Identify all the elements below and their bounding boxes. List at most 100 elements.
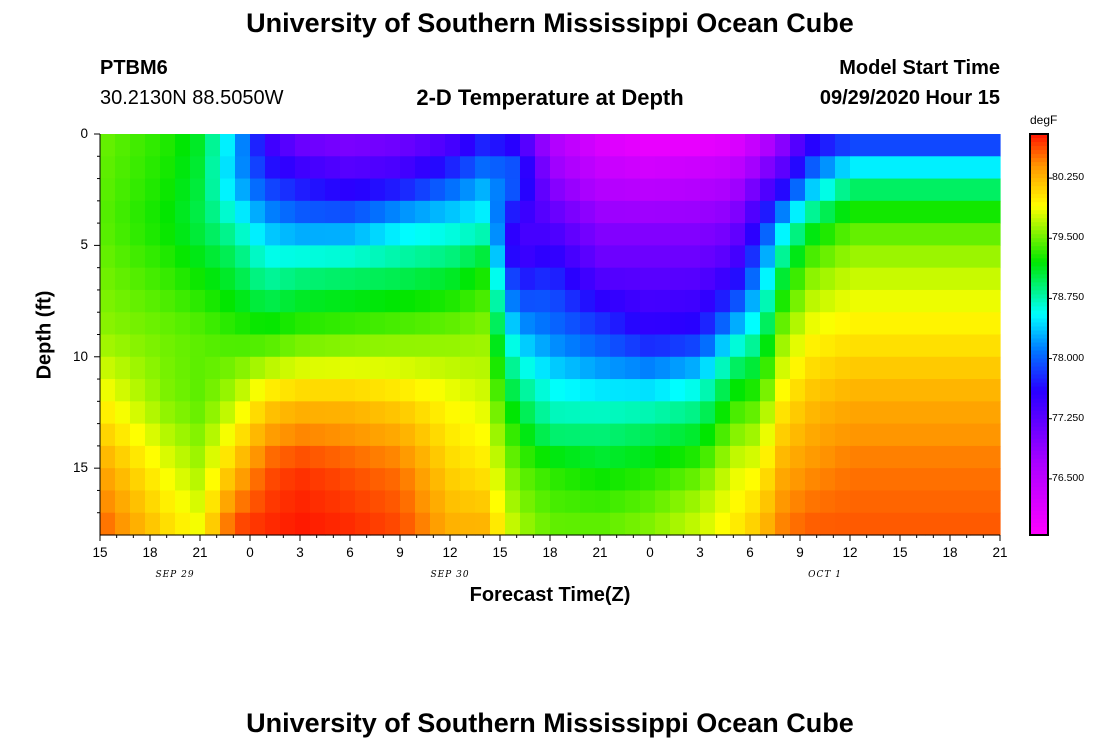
colorbar-segment: [1030, 194, 1048, 199]
colorbar-segment: [1030, 342, 1048, 348]
heatmap-cell: [325, 267, 341, 291]
heatmap-cell: [130, 223, 146, 246]
heatmap-cell: [790, 445, 806, 469]
heatmap-cell: [400, 289, 416, 313]
model-start-value: 09/29/2020 Hour 15: [819, 87, 1000, 109]
heatmap-cell: [625, 490, 641, 514]
heatmap-cell: [415, 512, 431, 536]
colorbar-segment: [1030, 210, 1048, 215]
heatmap-cell: [940, 289, 956, 313]
heatmap-cell: [250, 200, 266, 224]
heatmap-cell: [475, 379, 491, 402]
colorbar-segment: [1030, 310, 1048, 316]
heatmap-cell: [145, 289, 161, 313]
heatmap-cell: [655, 401, 671, 425]
heatmap-cell: [985, 200, 1001, 224]
heatmap-cell: [400, 178, 416, 202]
heatmap-cell: [340, 490, 356, 514]
heatmap-cell: [670, 334, 686, 358]
colorbar-segment: [1030, 530, 1048, 536]
heatmap-cell: [160, 445, 176, 469]
heatmap-cell: [175, 245, 191, 269]
heatmap-cell: [220, 356, 236, 380]
heatmap-cell: [460, 468, 476, 492]
heatmap-cell: [610, 134, 626, 157]
heatmap-cell: [475, 334, 491, 358]
heatmap-cell: [805, 223, 821, 246]
chart-axes: [94, 133, 1052, 541]
heatmap-cell: [400, 379, 416, 402]
heatmap-cell: [850, 223, 866, 246]
heatmap-cell: [715, 156, 731, 180]
heatmap-cell: [715, 356, 731, 380]
heatmap-cell: [175, 423, 191, 447]
heatmap-cell: [505, 334, 521, 358]
heatmap-cell: [190, 245, 206, 269]
heatmap-cell: [595, 512, 611, 536]
heatmap-cell: [610, 312, 626, 336]
colorbar-segment: [1030, 134, 1048, 139]
heatmap-cell: [985, 356, 1001, 380]
heatmap-cell: [205, 156, 221, 180]
colorbar-segment: [1030, 378, 1048, 384]
heatmap-cell: [565, 245, 581, 269]
heatmap-cell: [625, 379, 641, 402]
heatmap-cell: [700, 312, 716, 336]
heatmap-cell: [535, 223, 551, 246]
heatmap-cell: [430, 356, 446, 380]
heatmap-cell: [250, 490, 266, 514]
heatmap-cell: [160, 379, 176, 402]
heatmap-cell: [895, 223, 911, 246]
heatmap-cell: [430, 401, 446, 425]
heatmap-cell: [370, 379, 386, 402]
heatmap-cell: [280, 356, 296, 380]
heatmap-cell: [625, 423, 641, 447]
heatmap-cell: [610, 356, 626, 380]
colorbar-tick-label: 78.750: [1052, 291, 1085, 304]
colorbar-segment: [1030, 390, 1048, 396]
heatmap-cell: [385, 289, 401, 313]
heatmap-cell: [685, 401, 701, 425]
heatmap-cell: [535, 245, 551, 269]
heatmap-cell: [550, 245, 566, 269]
heatmap-cell: [475, 134, 491, 157]
heatmap-cell: [520, 223, 536, 246]
heatmap-cell: [295, 379, 311, 402]
heatmap-cell: [265, 200, 281, 224]
heatmap-cell: [745, 156, 761, 180]
heatmap-cell: [850, 379, 866, 402]
colorbar-segment: [1030, 278, 1048, 283]
heatmap-cell: [865, 423, 881, 447]
heatmap-cell: [895, 156, 911, 180]
heatmap-cell: [400, 223, 416, 246]
heatmap-cell: [100, 356, 116, 380]
colorbar-segment: [1030, 198, 1048, 203]
heatmap-cell: [790, 312, 806, 336]
heatmap-cell: [985, 379, 1001, 402]
heatmap-cell: [955, 379, 971, 402]
heatmap-cell: [700, 401, 716, 425]
heatmap-cell: [820, 223, 836, 246]
heatmap-cell: [700, 490, 716, 514]
heatmap-cell: [490, 200, 506, 224]
heatmap-cell: [160, 512, 176, 536]
heatmap-cell: [640, 223, 656, 246]
colorbar-tick-label: 76.500: [1052, 471, 1085, 484]
heatmap-cell: [580, 156, 596, 180]
heatmap-cell: [460, 245, 476, 269]
heatmap-cell: [445, 401, 461, 425]
heatmap-cell: [100, 134, 116, 157]
heatmap-cell: [790, 379, 806, 402]
heatmap-cell: [640, 468, 656, 492]
heatmap-cell: [880, 445, 896, 469]
heatmap-cell: [775, 134, 791, 157]
heatmap-cell: [580, 379, 596, 402]
heatmap-cell: [265, 312, 281, 336]
heatmap-cell: [760, 178, 776, 202]
heatmap-cell: [925, 334, 941, 358]
heatmap-cell: [460, 223, 476, 246]
heatmap-cell: [205, 245, 221, 269]
heatmap-cell: [385, 334, 401, 358]
heatmap-cell: [715, 334, 731, 358]
